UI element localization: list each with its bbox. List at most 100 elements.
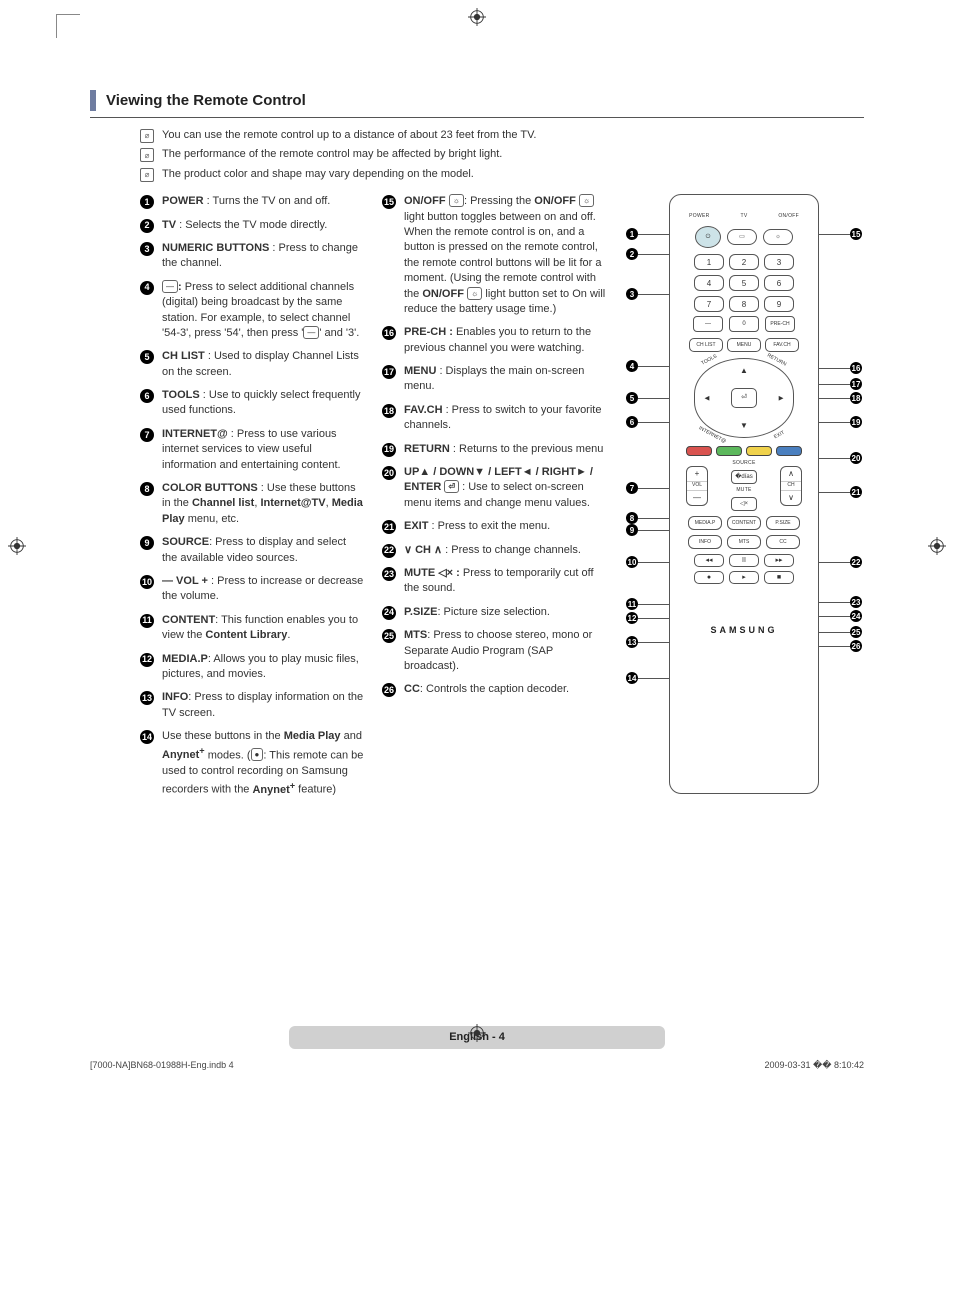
item-number-badge: 11 xyxy=(140,614,154,628)
callout-badge: 17 xyxy=(850,378,862,390)
note-row: ⌀You can use the remote control up to a … xyxy=(140,128,864,143)
power-button: ⏻ xyxy=(695,226,721,248)
item-text: CC: Controls the caption decoder. xyxy=(404,682,606,697)
item-text: COLOR BUTTONS : Use these buttons in the… xyxy=(162,481,364,527)
item-number-badge: 7 xyxy=(140,428,154,442)
item-text: —: Press to select additional channels (… xyxy=(162,280,364,342)
item-text: — VOL + : Press to increase or decrease … xyxy=(162,574,364,605)
item-number-badge: 3 xyxy=(140,242,154,256)
desc-item: 3NUMERIC BUTTONS : Press to change the c… xyxy=(140,241,364,272)
desc-item: 10 — VOL + : Press to increase or decreas… xyxy=(140,574,364,605)
dpad: TOOLS RETURN INTERNET@ EXIT ▲ ▼ ◄ ► ⏎ xyxy=(694,358,794,438)
note-text: You can use the remote control up to a d… xyxy=(162,128,536,143)
item-number-badge: 8 xyxy=(140,482,154,496)
callout-badge: 20 xyxy=(850,452,862,464)
leader-line xyxy=(819,398,850,399)
desc-item: 11 CONTENT: This function enables you to … xyxy=(140,613,364,644)
desc-item: 23MUTE ◁× : Press to temporarily cut off… xyxy=(382,566,606,597)
item-number-badge: 9 xyxy=(140,536,154,550)
row-b-buttons: INFOMTSCC xyxy=(680,535,808,549)
callout-badge: 2 xyxy=(626,248,638,260)
mid-row-buttons: CH LIST MENU FAV.CH xyxy=(680,338,808,352)
desc-item: 22∨ CH ∧ : Press to change channels. xyxy=(382,543,606,558)
desc-item: 13INFO: Press to display information on … xyxy=(140,690,364,721)
leader-line xyxy=(638,398,669,399)
item-text: P.SIZE: Picture size selection. xyxy=(404,605,606,620)
remote-diagram: POWER TV ON/OFF ⏻ ▭ ☼ 123456789 — 0 PRE-… xyxy=(669,194,819,794)
desc-item: 9SOURCE: Press to display and select the… xyxy=(140,535,364,566)
power-label: POWER xyxy=(680,213,719,220)
callout-badge: 21 xyxy=(850,486,862,498)
transport-button: ■ xyxy=(764,571,794,584)
onoff-light-button: ☼ xyxy=(763,229,793,245)
desc-item: 25MTS: Press to choose stereo, mono or S… xyxy=(382,628,606,674)
leader-line xyxy=(638,618,669,619)
menu-button: MENU xyxy=(727,338,761,352)
leader-line xyxy=(638,678,669,679)
yellow-color-button xyxy=(746,446,772,456)
desc-item: 17 MENU : Displays the main on-screen men… xyxy=(382,364,606,395)
item-text: MTS: Press to choose stereo, mono or Sep… xyxy=(404,628,606,674)
transport-button: ● xyxy=(694,571,724,584)
item-text: EXIT : Press to exit the menu. xyxy=(404,519,606,534)
item-number-badge: 24 xyxy=(382,606,396,620)
leader-line xyxy=(819,492,850,493)
callout-badge: 16 xyxy=(850,362,862,374)
leader-line xyxy=(819,632,850,633)
leader-line xyxy=(819,616,850,617)
transport-button: II xyxy=(729,554,759,567)
section-heading: Viewing the Remote Control xyxy=(90,90,904,111)
item-number-badge: 21 xyxy=(382,520,396,534)
leader-line xyxy=(819,458,850,459)
dpad-up-icon: ▲ xyxy=(740,365,748,376)
internet-tag: INTERNET@ xyxy=(697,426,727,446)
leader-line xyxy=(638,604,669,605)
item-number-badge: 2 xyxy=(140,219,154,233)
item-text: POWER : Turns the TV on and off. xyxy=(162,194,364,209)
desc-item: 26CC: Controls the caption decoder. xyxy=(382,682,606,697)
note-text: The product color and shape may vary dep… xyxy=(162,167,474,182)
mediap-button: MEDIA.P xyxy=(688,516,722,530)
leader-line xyxy=(819,368,850,369)
leader-line xyxy=(819,602,850,603)
num-6-button: 6 xyxy=(764,275,794,291)
callout-badge: 18 xyxy=(850,392,862,404)
num-3-button: 3 xyxy=(764,254,794,270)
tv-button: ▭ xyxy=(727,229,757,245)
register-mark-icon xyxy=(8,537,26,555)
notes-block: ⌀ You can use the remote control up to a … xyxy=(140,128,864,182)
item-text: MENU : Displays the main on-screen menu. xyxy=(404,364,606,395)
tools-tag: TOOLS xyxy=(700,354,718,368)
enter-button: ⏎ xyxy=(731,388,757,408)
transport-row-2: ●▸■ xyxy=(680,571,808,584)
green-color-button xyxy=(716,446,742,456)
item-number-badge: 17 xyxy=(382,365,396,379)
leader-line xyxy=(638,234,669,235)
desc-item: 19RETURN : Returns to the previous menu xyxy=(382,442,606,457)
mute-button: ◁× xyxy=(731,497,757,511)
item-number-badge: 12 xyxy=(140,653,154,667)
psize-button: P.SIZE xyxy=(766,516,800,530)
source-label: SOURCE xyxy=(732,460,755,467)
item-number-badge: 10 xyxy=(140,575,154,589)
dpad-left-icon: ◄ xyxy=(703,393,711,404)
item-text: INFO: Press to display information on th… xyxy=(162,690,364,721)
favch-button: FAV.CH xyxy=(765,338,799,352)
callout-badge: 7 xyxy=(626,482,638,494)
item-text: CONTENT: This function enables you to vi… xyxy=(162,613,364,644)
print-date: 2009-03-31 �� 8:10:42 xyxy=(764,1059,864,1072)
mute-label: MUTE xyxy=(736,487,751,494)
num-8-button: 8 xyxy=(729,296,759,312)
chlist-button: CH LIST xyxy=(689,338,723,352)
register-mark-icon xyxy=(468,1024,486,1042)
callout-badge: 19 xyxy=(850,416,862,428)
note-text: The performance of the remote control ma… xyxy=(162,147,502,162)
note-icon: ⌀ xyxy=(140,168,154,182)
num-7-button: 7 xyxy=(694,296,724,312)
leader-line xyxy=(638,254,669,255)
item-text: TV : Selects the TV mode directly. xyxy=(162,218,364,233)
leader-line xyxy=(819,422,850,423)
onoff-label: ON/OFF xyxy=(769,213,808,220)
callout-badge: 1 xyxy=(626,228,638,240)
return-tag: RETURN xyxy=(766,353,788,369)
